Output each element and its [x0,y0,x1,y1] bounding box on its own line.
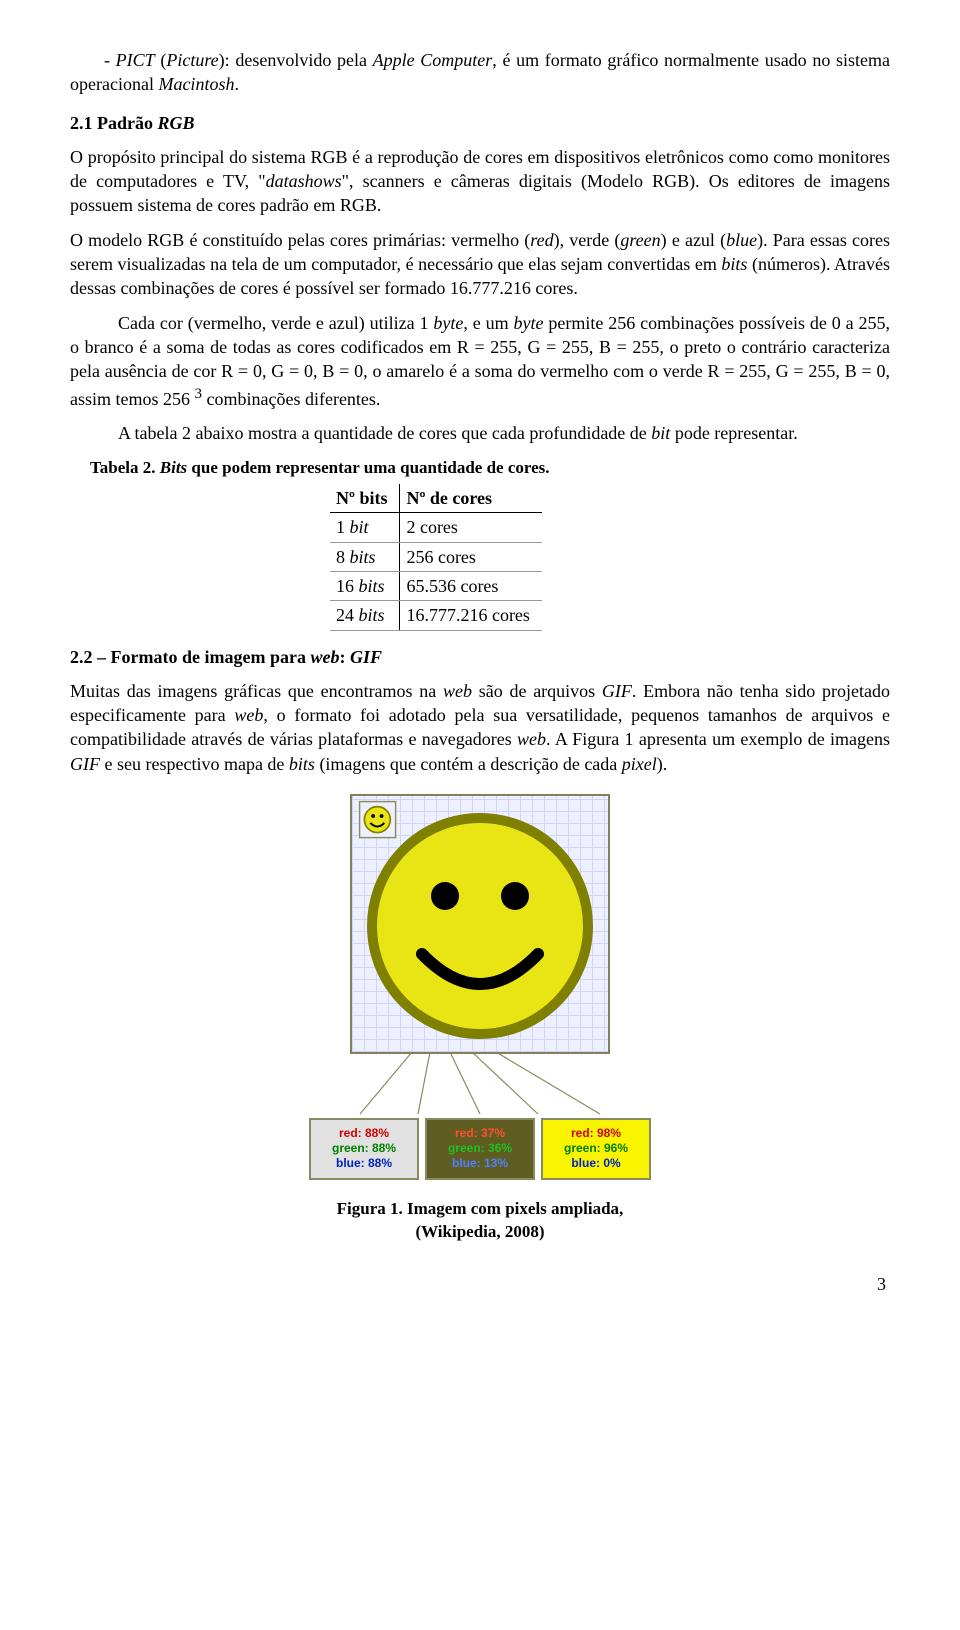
section-22-title: 2.2 – Formato de imagem para web: GIF [70,645,890,669]
bullet-dash: - [104,50,116,70]
tc-a: Tabela 2. [90,458,160,477]
sw1-r: red: 88% [311,1126,417,1141]
sw1-b: blue: 88% [311,1156,417,1171]
table2-caption: Tabela 2. Bits que podem representar uma… [90,457,890,480]
td-bits: 16 bits [330,571,400,600]
s21-para-4: A tabela 2 abaixo mostra a quantidade de… [70,421,890,445]
page-number: 3 [70,1272,890,1296]
td-bits: 1 bit [330,513,400,542]
th-bits: Nº bits [330,484,400,513]
s21-p2c: ) e azul ( [661,230,726,250]
mac-term: Macintosh [158,74,234,94]
pict-term: PICT [116,50,155,70]
s22-gif: GIF [350,647,382,667]
s21-para-2: O modelo RGB é constituído pelas cores p… [70,228,890,301]
td-cores: 256 cores [400,542,542,571]
s21-rgb: RGB [158,113,195,133]
s22-p1b: são de arquivos [472,681,602,701]
s22-bits2: bits [289,754,315,774]
s22-p1f: e seu respectivo mapa de [100,754,289,774]
smiley-icon [352,796,608,1052]
pict-bullet: - PICT (Picture): desenvolvido pela Appl… [70,48,890,97]
s22-tb: : [339,647,350,667]
s21-p2b: ), verde ( [554,230,621,250]
table-row: 8 bits 256 cores [330,542,542,571]
s21-prefix: 2.1 Padrão [70,113,158,133]
s22-p1e: . A Figura 1 apresenta um exemplo de ima… [546,729,890,749]
s21-bits: bits [721,254,747,274]
pixel-swatches: red: 88% green: 88% blue: 88% red: 37% g… [300,1118,660,1180]
bullet-r1: ): desenvolvido pela [219,50,373,70]
table-row: 24 bits 16.777.216 cores [330,601,542,630]
s21-p3b: , e um [463,313,513,333]
swatch-1: red: 88% green: 88% blue: 88% [309,1118,419,1180]
s21-exp: 3 [195,386,203,402]
th-cores: Nº de cores [400,484,542,513]
s21-green: green [620,230,660,250]
sw1-g: green: 88% [311,1141,417,1156]
table-bits: Nº bits Nº de cores 1 bit 2 cores 8 bits… [330,484,542,630]
s21-byte1: byte [433,313,463,333]
bullet-dot: . [234,74,239,94]
s21-p4b: pode representar. [670,423,797,443]
td-bits: 24 bits [330,601,400,630]
s21-byte2: byte [514,313,544,333]
s21-p2a: O modelo RGB é constituído pelas cores p… [70,230,530,250]
figure-1-caption: Figura 1. Imagem com pixels ampliada, (W… [300,1198,660,1244]
s21-para-1: O propósito principal do sistema RGB é a… [70,145,890,218]
s21-para-3: Cada cor (vermelho, verde e azul) utiliz… [70,311,890,411]
s22-p1a: Muitas das imagens gráficas que encontra… [70,681,443,701]
sw2-r: red: 37% [427,1126,533,1141]
s22-para-1: Muitas das imagens gráficas que encontra… [70,679,890,776]
picture-term: Picture [166,50,218,70]
table-row: 1 bit 2 cores [330,513,542,542]
table-header-row: Nº bits Nº de cores [330,484,542,513]
s22-web2: web [443,681,472,701]
s21-p3a: Cada cor (vermelho, verde e azul) utiliz… [118,313,433,333]
swatch-2: red: 37% green: 36% blue: 13% [425,1118,535,1180]
sw2-b: blue: 13% [427,1156,533,1171]
s22-web3: web [234,705,263,725]
s21-p3d: combinações diferentes. [202,389,380,409]
s22-p1h: ). [657,754,668,774]
section-21-title: 2.1 Padrão RGB [70,111,890,135]
s22-gif3: GIF [70,754,100,774]
sw3-b: blue: 0% [543,1156,649,1171]
swatch-3: red: 98% green: 96% blue: 0% [541,1118,651,1180]
pixel-rays [300,1046,660,1126]
sw2-g: green: 36% [427,1141,533,1156]
sw3-r: red: 98% [543,1126,649,1141]
td-bits: 8 bits [330,542,400,571]
s21-blue: blue [726,230,757,250]
figure-1: red: 88% green: 88% blue: 88% red: 37% g… [300,794,660,1244]
s21-red: red [530,230,553,250]
sw3-g: green: 96% [543,1141,649,1156]
table-row: 16 bits 65.536 cores [330,571,542,600]
td-cores: 2 cores [400,513,542,542]
tc-b: Bits [160,458,187,477]
s22-pixel: pixel [622,754,657,774]
s22-web4: web [517,729,546,749]
apple-term: Apple Computer [373,50,493,70]
td-cores: 65.536 cores [400,571,542,600]
smiley-bitmap [350,794,610,1054]
tc-c: que podem representar uma quantidade de … [187,458,549,477]
s22-web: web [310,647,339,667]
s21-p4a: A tabela 2 abaixo mostra a quantidade de… [118,423,651,443]
s22-p1g: (imagens que contém a descrição de cada [315,754,622,774]
s22-gif2: GIF [602,681,632,701]
s22-ta: 2.2 – Formato de imagem para [70,647,310,667]
td-cores: 16.777.216 cores [400,601,542,630]
s21-datashows: datashows [266,171,342,191]
s21-bit: bit [651,423,670,443]
